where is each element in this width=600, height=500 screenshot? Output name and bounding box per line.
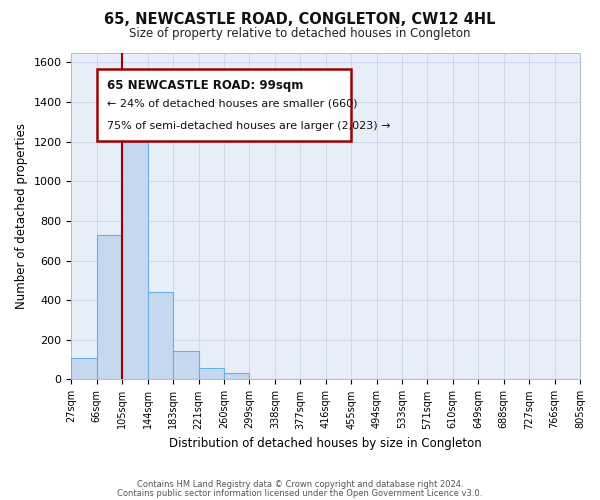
Text: ← 24% of detached houses are smaller (660): ← 24% of detached houses are smaller (66… [107, 98, 358, 108]
Text: 75% of semi-detached houses are larger (2,023) →: 75% of semi-detached houses are larger (… [107, 121, 391, 131]
Text: 65 NEWCASTLE ROAD: 99sqm: 65 NEWCASTLE ROAD: 99sqm [107, 78, 304, 92]
Bar [148, 292, 173, 380]
Text: Size of property relative to detached houses in Congleton: Size of property relative to detached ho… [129, 28, 471, 40]
FancyBboxPatch shape [97, 69, 351, 141]
Bar [224, 372, 250, 380]
Bar [97, 235, 122, 380]
Text: 65, NEWCASTLE ROAD, CONGLETON, CW12 4HL: 65, NEWCASTLE ROAD, CONGLETON, CW12 4HL [104, 12, 496, 28]
Bar [122, 142, 148, 380]
Y-axis label: Number of detached properties: Number of detached properties [15, 123, 28, 309]
Bar [71, 358, 97, 380]
Bar [173, 350, 199, 380]
Text: Contains HM Land Registry data © Crown copyright and database right 2024.: Contains HM Land Registry data © Crown c… [137, 480, 463, 489]
Text: Contains public sector information licensed under the Open Government Licence v3: Contains public sector information licen… [118, 489, 482, 498]
X-axis label: Distribution of detached houses by size in Congleton: Distribution of detached houses by size … [169, 437, 482, 450]
Bar [199, 368, 224, 380]
